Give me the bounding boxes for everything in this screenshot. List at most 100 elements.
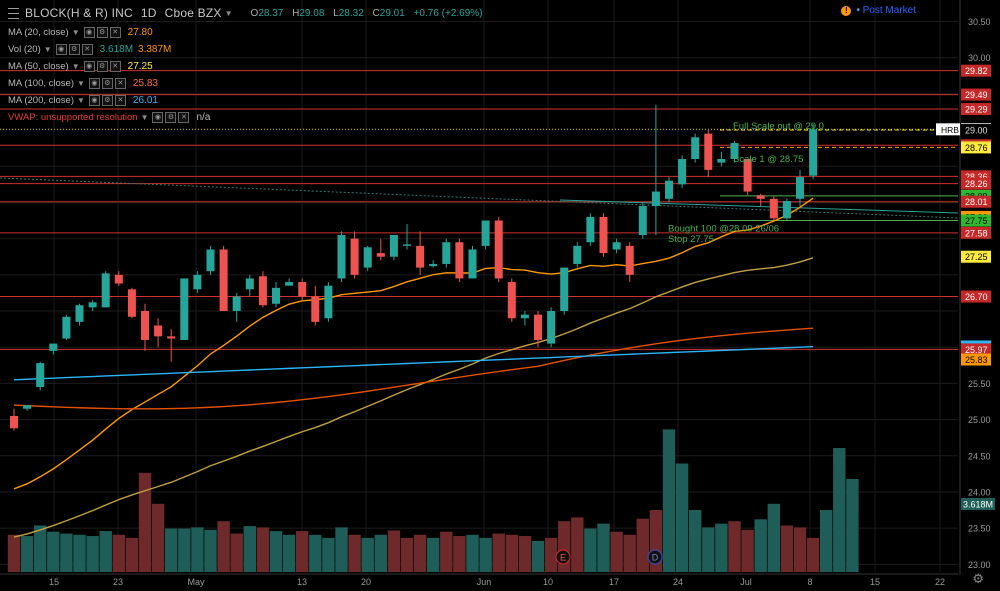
price-badge-label: 28.76 xyxy=(965,143,988,153)
cog-icon[interactable]: ⚙ xyxy=(165,111,177,123)
indicator-name: MA (50, close) xyxy=(8,60,69,72)
volume-bar xyxy=(165,528,178,572)
price-badge-label: 25.83 xyxy=(965,355,988,365)
price-badge-label: 27.25 xyxy=(965,252,988,262)
candle xyxy=(468,245,477,279)
volume-bar xyxy=(479,537,492,572)
volume-bar xyxy=(309,534,322,572)
candle xyxy=(285,278,294,286)
ma100-line xyxy=(13,327,814,410)
indicator-value: 26.01 xyxy=(132,94,158,106)
eye-icon[interactable]: ◉ xyxy=(83,26,95,38)
close-icon[interactable]: ✕ xyxy=(109,26,121,38)
change-value: +0.76 (+2.69%) xyxy=(413,7,483,19)
indicator-row-vwap[interactable]: VWAP: unsupported resolution ▼ ◉ ⚙ ✕ n/a xyxy=(8,109,210,125)
price-axis[interactable]: 30.50 30.00 25.50 25.00 24.50 24.00 23.50 23.00… xyxy=(936,0,995,575)
hamburger-icon[interactable] xyxy=(8,7,19,19)
gear-icon[interactable]: ⚙ xyxy=(972,571,984,586)
chevron-down-icon[interactable]: ▼ xyxy=(43,44,52,54)
price-badge-label: 26.70 xyxy=(965,292,988,302)
indicator-row-ma200[interactable]: MA (200, close) ▼ ◉ ⚙ ✕ 26.01 xyxy=(8,92,158,108)
chart-header: BLOCK(H & R) INC 1D Cboe BZX ▼ O28.37 H2… xyxy=(0,0,960,125)
close-icon[interactable]: ✕ xyxy=(114,94,126,106)
cog-icon[interactable]: ⚙ xyxy=(101,94,113,106)
symbol-title[interactable]: BLOCK(H & R) INC xyxy=(25,6,133,20)
chevron-down-icon[interactable]: ▼ xyxy=(224,8,233,18)
indicator-name: Vol (20) xyxy=(8,43,41,55)
candle xyxy=(245,274,254,297)
time-axis[interactable]: 15 23 May 13 20 Jun 10 17 24 Jul 8 15 22 xyxy=(0,573,958,587)
event-label: E xyxy=(560,553,566,563)
chevron-down-icon[interactable]: ▼ xyxy=(77,78,85,88)
volume-bar xyxy=(413,534,427,572)
candle-body xyxy=(756,195,765,199)
volume-bar xyxy=(466,534,479,572)
event-icon[interactable] xyxy=(647,549,663,565)
price-badge: 27.25 xyxy=(961,250,991,263)
volume-bar xyxy=(282,534,296,572)
indicator-row-vol[interactable]: Vol (20) ▼ ◉ ⚙ ✕ 3.618M 3.387M xyxy=(8,41,171,57)
candle-body xyxy=(180,278,189,340)
cog-icon[interactable]: ⚙ xyxy=(101,77,113,89)
post-market-indicator[interactable]: ! • Post Market xyxy=(841,5,916,16)
candle-body xyxy=(403,244,411,246)
volume-bar xyxy=(335,527,348,572)
cog-icon[interactable]: ⚙ xyxy=(96,26,108,38)
candle xyxy=(180,278,189,340)
chevron-down-icon[interactable]: ▼ xyxy=(71,27,80,37)
candle xyxy=(691,133,700,163)
x-tick-label: May xyxy=(187,577,205,587)
eye-icon[interactable]: ◉ xyxy=(88,77,100,89)
close-icon[interactable]: ✕ xyxy=(114,77,126,89)
candle-body xyxy=(730,143,739,159)
candle-body xyxy=(717,158,726,163)
event-icon[interactable] xyxy=(555,549,571,565)
candle xyxy=(154,318,163,348)
close-icon[interactable]: ✕ xyxy=(109,60,121,72)
price-badge-label: 29.00 xyxy=(965,126,988,136)
eye-icon[interactable]: ◉ xyxy=(55,43,67,55)
volume-bar xyxy=(86,536,99,572)
indicator-row-ma20[interactable]: MA (20, close) ▼ ◉ ⚙ ✕ 27.80 xyxy=(8,24,153,40)
indicator-row-ma100[interactable]: MA (100, close) ▼ ◉ ⚙ ✕ 25.83 xyxy=(8,75,158,91)
volume-bar xyxy=(702,527,715,572)
price-badge-bg xyxy=(961,64,991,77)
candle xyxy=(481,220,490,250)
cog-icon[interactable]: ⚙ xyxy=(96,60,108,72)
candle xyxy=(232,292,241,322)
volume-bar xyxy=(767,503,780,572)
candle-body xyxy=(494,220,503,279)
low-label: L xyxy=(333,7,339,19)
price-badge-bg xyxy=(961,226,991,239)
indicator-name: MA (200, close) xyxy=(8,94,74,106)
horizontal-levels xyxy=(0,70,959,350)
symbol-row: BLOCK(H & R) INC 1D Cboe BZX ▼ O28.37 H2… xyxy=(8,5,483,21)
volume-bar xyxy=(440,531,453,572)
cog-icon[interactable]: ⚙ xyxy=(68,43,80,55)
price-badge-label: 27.58 xyxy=(965,228,988,238)
price-badge: 29.82 xyxy=(961,64,991,77)
eye-icon[interactable]: ◉ xyxy=(83,60,95,72)
eye-icon[interactable]: ◉ xyxy=(152,111,164,123)
interval-label[interactable]: 1D xyxy=(140,6,157,20)
open-value: 28.37 xyxy=(258,7,284,19)
trendline xyxy=(559,199,959,214)
chart-grid xyxy=(0,0,958,572)
eye-icon[interactable]: ◉ xyxy=(88,94,100,106)
chevron-down-icon[interactable]: ▼ xyxy=(71,61,80,71)
candle xyxy=(141,303,149,351)
candle-body xyxy=(62,316,71,339)
indicator-row-ma50[interactable]: MA (50, close) ▼ ◉ ⚙ ✕ 27.25 xyxy=(8,58,153,74)
close-icon[interactable]: ✕ xyxy=(81,43,93,55)
candle xyxy=(193,271,202,293)
candle xyxy=(665,177,673,203)
volume-bar xyxy=(427,537,440,572)
volume-badge-label: 3.618M xyxy=(963,500,993,510)
close-icon[interactable]: ✕ xyxy=(178,111,190,123)
candle xyxy=(101,271,110,308)
chevron-down-icon[interactable]: ▼ xyxy=(140,112,149,122)
chevron-down-icon[interactable]: ▼ xyxy=(77,95,85,105)
candle-body xyxy=(809,129,818,176)
